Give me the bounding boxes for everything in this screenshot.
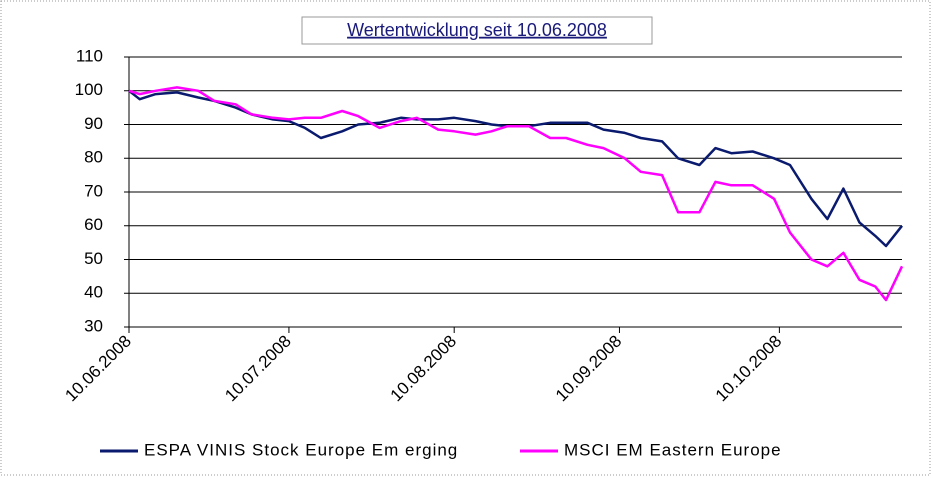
y-tick-label: 100 [75, 80, 103, 99]
y-tick-label: 50 [84, 249, 103, 268]
title-box [301, 16, 653, 45]
x-tick-label: 10.06.2008 [61, 332, 135, 406]
y-tick-label: 40 [84, 283, 103, 302]
y-tick-label: 70 [84, 181, 103, 200]
x-tick-label: 10.10.2008 [712, 332, 786, 406]
x-tick-label: 10.07.2008 [221, 332, 295, 406]
y-tick-label: 30 [84, 316, 103, 335]
x-tick-label: 10.08.2008 [387, 332, 461, 406]
x-tick-label: 10.09.2008 [552, 332, 626, 406]
legend-label: MSCI EM Eastern Europe [564, 440, 782, 459]
legend-label: ESPA VINIS Stock Europe Em erging [144, 440, 458, 459]
y-tick-label: 60 [84, 215, 103, 234]
y-tick-label: 80 [84, 148, 103, 167]
y-tick-label: 110 [76, 46, 103, 65]
series-line [128, 86, 904, 302]
y-tick-label: 90 [84, 114, 103, 133]
chart-title: Wertentwicklung seit 10.06.2008 [347, 20, 607, 40]
